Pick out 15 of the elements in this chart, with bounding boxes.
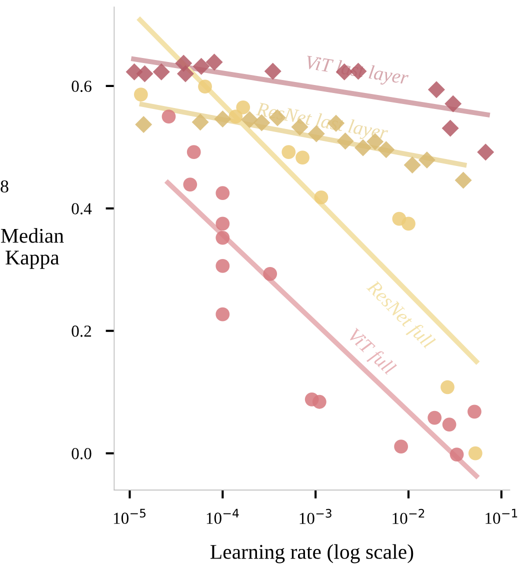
y-tick-label: 0.6: [72, 80, 92, 92]
x-tick-label: 10$^{−1}$: [486, 508, 518, 524]
x-tick-label: 10$^{−4}$: [206, 508, 239, 524]
x-tick-label: 10$^{−2}$: [392, 508, 424, 524]
x-axis-title: Learning rate (log scale): [210, 544, 414, 564]
text: ViT last layer: [304, 54, 410, 88]
y-tick-label: 0.0: [72, 448, 92, 460]
text: 8: [0, 180, 8, 193]
text: ViT full: [344, 327, 398, 378]
y-tick-label: 0.4: [72, 203, 92, 214]
text: ResNet last layer: [254, 102, 389, 144]
y-tick-label: 0.2: [72, 326, 92, 337]
y-axis-title: Median Kappa: [1, 228, 64, 269]
x-tick-label: 10$^{−3}$: [300, 508, 332, 524]
x-tick-label: 10$^{−5}$: [114, 508, 146, 524]
